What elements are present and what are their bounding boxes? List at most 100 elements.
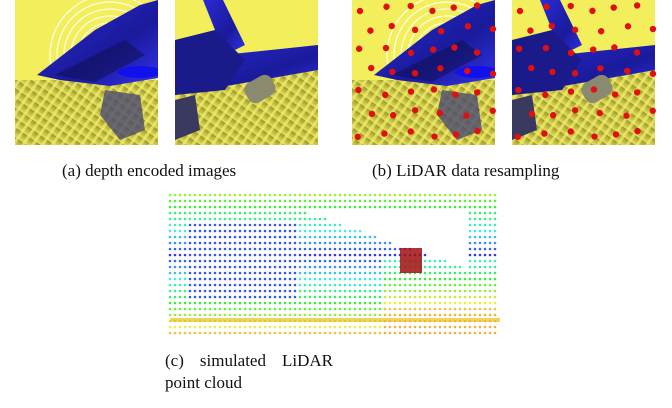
point [339,200,342,203]
point [174,332,177,335]
point [474,260,477,263]
point [494,302,497,305]
point [239,218,242,221]
point [299,194,302,197]
point [474,266,477,269]
point [359,260,362,263]
point [314,194,317,197]
point [304,284,307,287]
point [379,278,382,281]
point [394,266,397,269]
point [324,254,327,257]
point [244,224,247,227]
point [284,314,287,317]
point [474,248,477,251]
resample-dot [572,70,578,76]
point [424,326,427,329]
point [479,326,482,329]
point [244,230,247,233]
point [229,290,232,293]
point [409,332,412,335]
point [474,278,477,281]
point [444,290,447,293]
point [389,278,392,281]
point [169,278,172,281]
point [339,260,342,263]
point [274,248,277,251]
point [174,248,177,251]
point [414,206,417,209]
point [424,284,427,287]
resample-dot [490,108,496,114]
point [489,248,492,251]
point [394,284,397,287]
point [379,248,382,251]
point [224,206,227,209]
point [244,236,247,239]
point [224,278,227,281]
point [454,200,457,203]
point [204,206,207,209]
point [214,278,217,281]
point [284,284,287,287]
point [469,290,472,293]
point [494,272,497,275]
point [249,248,252,251]
depth-image [175,0,318,145]
point [429,200,432,203]
point [469,302,472,305]
point [349,248,352,251]
point [429,332,432,335]
point [339,206,342,209]
point [249,200,252,203]
point [274,290,277,293]
point [194,230,197,233]
point [239,266,242,269]
point [184,314,187,317]
point [224,296,227,299]
point [224,284,227,287]
point [259,266,262,269]
point [229,248,232,251]
point [189,314,192,317]
point [249,326,252,329]
point [194,284,197,287]
point [339,326,342,329]
point [369,302,372,305]
point [284,194,287,197]
point [294,290,297,293]
point [384,302,387,305]
point [479,302,482,305]
point [494,242,497,245]
point [229,278,232,281]
point [464,326,467,329]
point [449,326,452,329]
resample-dot [527,27,533,33]
point [479,278,482,281]
point [394,200,397,203]
point [189,278,192,281]
point [274,236,277,239]
point [479,230,482,233]
point [199,218,202,221]
point [199,278,202,281]
point [204,284,207,287]
point [279,248,282,251]
point [469,212,472,215]
point [199,236,202,239]
point [224,212,227,215]
point [339,230,342,233]
point [339,236,342,239]
resample-dot [356,46,362,52]
point [429,272,432,275]
point [464,200,467,203]
point [489,266,492,269]
point [264,200,267,203]
point [194,260,197,263]
point [194,194,197,197]
resample-dot [590,46,596,52]
point [339,296,342,299]
point [314,248,317,251]
point [284,200,287,203]
point [184,194,187,197]
